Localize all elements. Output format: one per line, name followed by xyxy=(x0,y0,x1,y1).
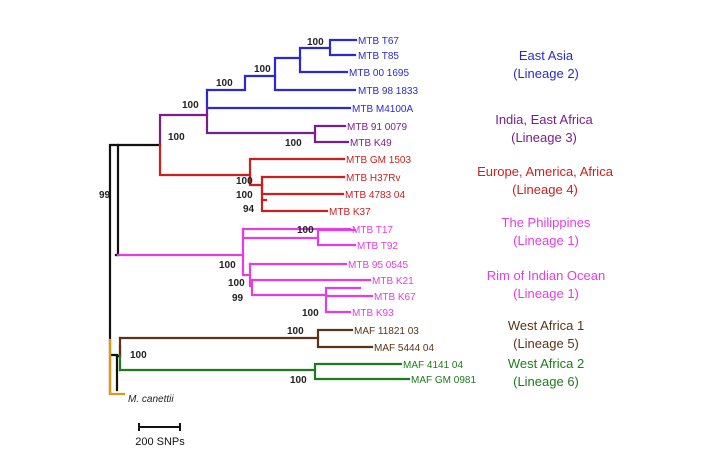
lineage-1-branches xyxy=(116,227,374,314)
bootstrap-value: 100 xyxy=(236,190,253,201)
taxon-label: MTB K67 xyxy=(374,292,416,303)
taxon-label-canettii: M. canettii xyxy=(128,394,174,405)
taxon-label: MTB 4783 04 xyxy=(345,190,405,201)
group-lineage-1-philippines: (Lineage 1) xyxy=(513,233,579,248)
bootstrap-value: 100 xyxy=(297,225,314,236)
lineage-3-branches xyxy=(205,106,350,144)
group-label-rim-indian-ocean: Rim of Indian Ocean xyxy=(487,268,606,283)
group-label-philippines: The Philippines xyxy=(502,215,591,230)
taxon-label: MTB GM 1503 xyxy=(346,155,411,166)
group-label-west-africa-2: West Africa 2 xyxy=(508,356,584,371)
taxon-label: MTB 91 0079 xyxy=(347,122,407,133)
bootstrap-value: 100 xyxy=(236,176,253,187)
bootstrap-value: 100 xyxy=(130,350,147,361)
bootstrap-value: 100 xyxy=(168,132,185,143)
bootstrap-value: 94 xyxy=(243,204,255,215)
taxon-label: MTB H37Rv xyxy=(346,173,400,184)
taxon-label: MTB K21 xyxy=(372,276,414,287)
taxon-label: MAF 5444 04 xyxy=(374,343,434,354)
lineage-2-branches xyxy=(205,38,358,110)
taxon-label: MTB K93 xyxy=(352,308,394,319)
group-label-india-east-africa: India, East Africa xyxy=(495,112,593,127)
taxon-label: MTB T92 xyxy=(357,241,398,252)
group-label-europe-america-africa: Europe, America, Africa xyxy=(477,164,614,179)
lineage-4-branches xyxy=(158,143,346,213)
bootstrap-value: 100 xyxy=(285,138,302,149)
group-lineage-1-rim: (Lineage 1) xyxy=(513,286,579,301)
lineage-5-branches xyxy=(118,328,374,358)
taxon-label: MTB M4100A xyxy=(352,104,413,115)
bootstrap-value: 100 xyxy=(216,78,233,89)
bootstrap-value: 100 xyxy=(228,278,245,289)
group-lineage-5: (Lineage 5) xyxy=(513,336,579,351)
bootstrap-value: 100 xyxy=(307,37,324,48)
group-label-west-africa-1: West Africa 1 xyxy=(508,318,584,333)
taxon-label: MTB 00 1695 xyxy=(349,68,409,79)
group-lineage-2: (Lineage 2) xyxy=(513,66,579,81)
lineage-6-branches xyxy=(118,354,411,381)
taxon-label: MTB 98 1833 xyxy=(358,86,418,97)
taxon-label: MAF 4141 04 xyxy=(403,360,463,371)
scale-bar-label: 200 SNPs xyxy=(135,436,185,448)
bootstrap-value: 99 xyxy=(99,190,111,201)
taxon-label: MTB T17 xyxy=(352,225,393,236)
taxon-label: MAF 11821 03 xyxy=(354,326,419,337)
group-lineage-3: (Lineage 3) xyxy=(511,130,577,145)
scale-bar: 200 SNPs xyxy=(135,423,185,448)
bootstrap-value: 100 xyxy=(302,308,319,319)
bootstrap-value: 100 xyxy=(182,100,199,111)
group-label-east-asia: East Asia xyxy=(519,48,574,63)
bootstrap-value: 100 xyxy=(254,64,271,75)
taxon-label: MTB 95 0545 xyxy=(348,260,408,271)
taxon-label: MTB T67 xyxy=(358,36,399,47)
taxon-label: MTB K37 xyxy=(329,207,371,218)
bootstrap-value: 100 xyxy=(290,375,307,386)
group-lineage-4: (Lineage 4) xyxy=(512,182,578,197)
taxon-label: MAF GM 0981 xyxy=(411,375,476,386)
bootstrap-value: 100 xyxy=(219,260,236,271)
group-lineage-6: (Lineage 6) xyxy=(513,374,579,389)
taxon-label: MTB K49 xyxy=(350,138,392,149)
lineage-2-3-stem xyxy=(158,113,209,147)
bootstrap-value: 100 xyxy=(287,326,304,337)
bootstrap-value: 99 xyxy=(232,293,244,304)
taxon-label: MTB T85 xyxy=(358,51,399,62)
canettii-branch xyxy=(108,338,126,396)
